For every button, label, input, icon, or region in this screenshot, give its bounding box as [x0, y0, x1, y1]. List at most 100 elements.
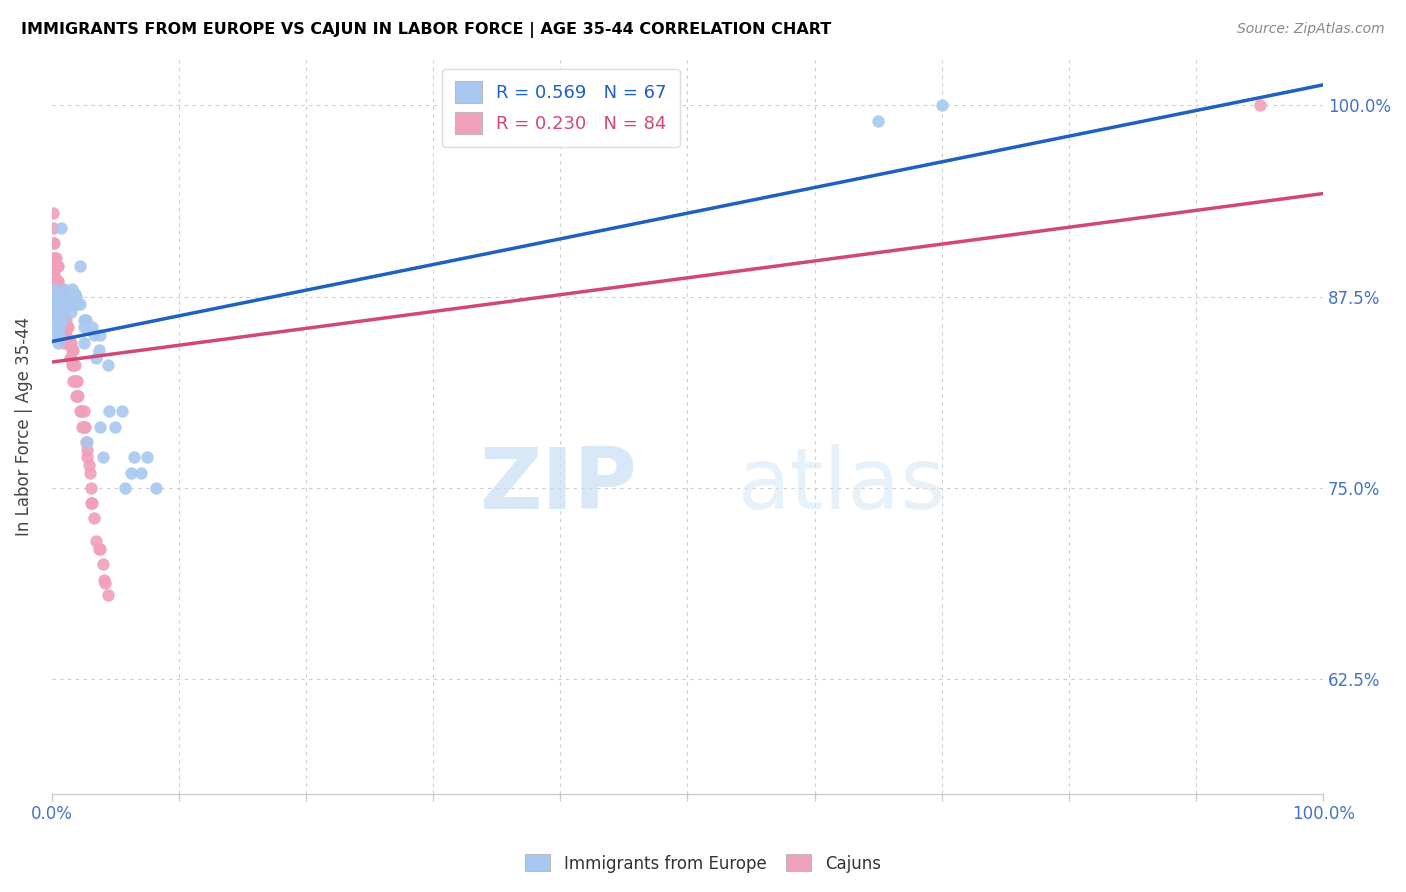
Point: [91, 450, 114, 465]
Point: [72, 320, 94, 334]
Point: [42, 205, 65, 219]
Point: [63, 374, 86, 388]
Point: [62, 359, 84, 373]
Point: [120, 466, 142, 480]
Point: [75, 434, 97, 449]
Point: [41, 290, 63, 304]
Point: [73, 419, 96, 434]
Point: [42, 282, 65, 296]
Point: [53, 305, 76, 319]
Point: [75, 312, 97, 326]
Point: [56, 290, 79, 304]
Point: [62, 343, 84, 358]
Point: [111, 404, 134, 418]
Point: [42, 267, 65, 281]
Point: [59, 297, 82, 311]
Point: [52, 327, 75, 342]
Point: [124, 450, 146, 465]
Point: [83, 511, 105, 525]
Point: [45, 320, 67, 334]
Point: [79, 466, 101, 480]
Point: [76, 434, 98, 449]
Point: [41, 290, 63, 304]
Point: [42, 220, 65, 235]
Point: [72, 312, 94, 326]
Point: [66, 297, 89, 311]
Point: [77, 458, 100, 472]
Point: [49, 297, 72, 311]
Point: [45, 274, 67, 288]
Point: [1249, 98, 1271, 112]
Point: [42, 305, 65, 319]
Point: [42, 290, 65, 304]
Point: [48, 305, 70, 319]
Point: [56, 335, 79, 350]
Point: [49, 312, 72, 326]
Point: [46, 325, 69, 339]
Point: [60, 282, 83, 296]
Point: [80, 496, 103, 510]
Point: [48, 327, 70, 342]
Point: [94, 575, 117, 590]
Point: [44, 305, 66, 319]
Point: [49, 312, 72, 326]
Point: [63, 359, 86, 373]
Point: [46, 259, 69, 273]
Point: [66, 389, 89, 403]
Point: [45, 297, 67, 311]
Point: [89, 419, 111, 434]
Point: [51, 290, 73, 304]
Point: [56, 320, 79, 334]
Point: [44, 312, 66, 326]
Point: [42, 252, 65, 266]
Point: [87, 541, 110, 556]
Y-axis label: In Labor Force | Age 35-44: In Labor Force | Age 35-44: [15, 317, 32, 536]
Point: [97, 404, 120, 418]
Point: [45, 259, 67, 273]
Point: [51, 312, 73, 326]
Text: Source: ZipAtlas.com: Source: ZipAtlas.com: [1237, 22, 1385, 37]
Point: [44, 297, 66, 311]
Point: [868, 113, 890, 128]
Point: [83, 327, 105, 342]
Point: [53, 305, 76, 319]
Point: [48, 282, 70, 296]
Point: [58, 335, 80, 350]
Point: [45, 312, 67, 326]
Point: [44, 236, 66, 251]
Point: [84, 351, 107, 365]
Point: [46, 316, 69, 330]
Point: [82, 496, 104, 510]
Point: [53, 320, 76, 334]
Point: [41, 305, 63, 319]
Text: ZIP: ZIP: [479, 444, 637, 527]
Point: [59, 351, 82, 365]
Point: [45, 282, 67, 296]
Point: [97, 588, 120, 602]
Legend: Immigrants from Europe, Cajuns: Immigrants from Europe, Cajuns: [519, 847, 887, 880]
Point: [76, 450, 98, 465]
Point: [52, 312, 75, 326]
Point: [69, 297, 91, 311]
Point: [67, 389, 90, 403]
Point: [91, 558, 114, 572]
Point: [72, 419, 94, 434]
Point: [59, 290, 82, 304]
Point: [55, 327, 77, 342]
Point: [58, 351, 80, 365]
Point: [58, 320, 80, 334]
Point: [129, 466, 152, 480]
Point: [145, 481, 167, 495]
Point: [58, 335, 80, 350]
Point: [45, 274, 67, 288]
Legend: R = 0.569   N = 67, R = 0.230   N = 84: R = 0.569 N = 67, R = 0.230 N = 84: [443, 69, 679, 147]
Point: [45, 312, 67, 326]
Point: [60, 359, 83, 373]
Point: [44, 282, 66, 296]
Point: [45, 320, 67, 334]
Point: [53, 297, 76, 311]
Point: [46, 305, 69, 319]
Point: [41, 290, 63, 304]
Point: [51, 320, 73, 334]
Point: [46, 290, 69, 304]
